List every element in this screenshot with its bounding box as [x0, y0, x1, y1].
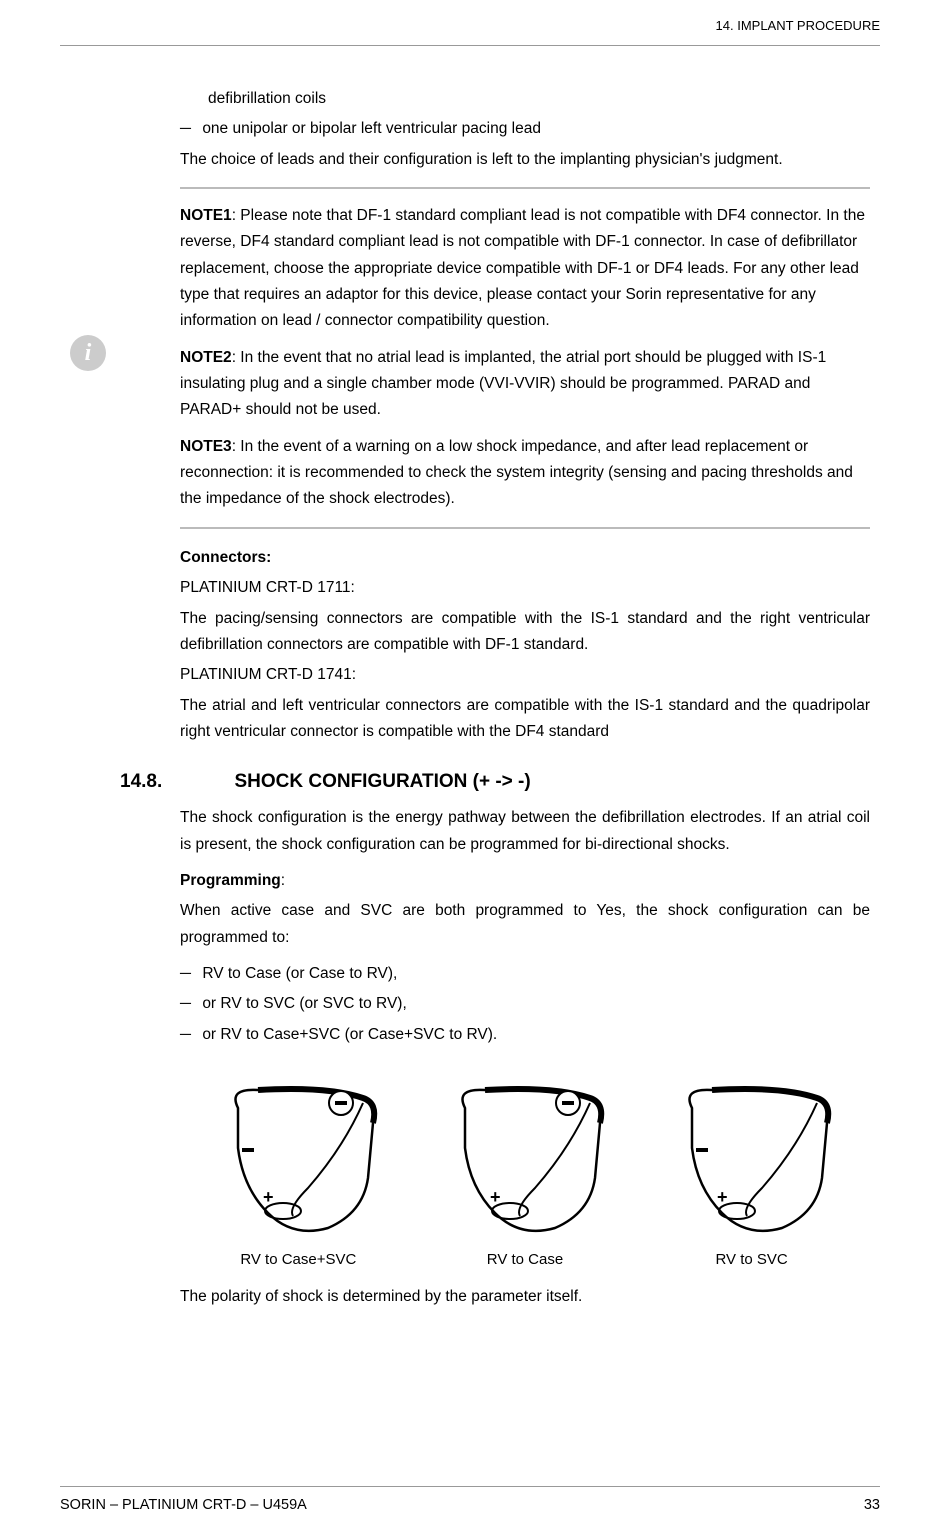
dash-icon: ─: [180, 961, 198, 987]
diagrams-row: + RV to Case+SVC + RV to Case: [180, 1078, 870, 1268]
polarity-text: The polarity of shock is determined by t…: [180, 1284, 870, 1310]
heart-diagram-icon: +: [435, 1078, 615, 1238]
bullet-lead: ─ one unipolar or bipolar left ventricul…: [180, 116, 870, 142]
chapter-label: 14. IMPLANT PROCEDURE: [716, 18, 880, 33]
shock-option-1: ─ RV to Case (or Case to RV),: [180, 961, 870, 987]
svg-text:+: +: [490, 1187, 501, 1207]
footer-left: SORIN – PLATINIUM CRT-D – U459A: [60, 1497, 307, 1513]
defib-continuation: defibrillation coils: [180, 86, 870, 112]
note3-label: NOTE3: [180, 438, 232, 455]
dash-icon: ─: [180, 1022, 198, 1048]
model-1711: PLATINIUM CRT-D 1711:: [180, 575, 870, 601]
dash-icon: ─: [180, 116, 198, 142]
note2: NOTE2: In the event that no atrial lead …: [180, 345, 870, 424]
diagram-caption-2: RV to Case: [425, 1251, 625, 1268]
diagram-caption-1: RV to Case+SVC: [198, 1251, 398, 1268]
info-icon: i: [70, 335, 106, 371]
diagram-rv-svc: + RV to SVC: [652, 1078, 852, 1268]
page-footer: SORIN – PLATINIUM CRT-D – U459A 33: [60, 1486, 880, 1513]
diagram-caption-3: RV to SVC: [652, 1251, 852, 1268]
diagram-rv-case: + RV to Case: [425, 1078, 625, 1268]
heart-diagram-icon: +: [662, 1078, 842, 1238]
page-number: 33: [864, 1497, 880, 1513]
model-1741-text: The atrial and left ventricular connecto…: [180, 693, 870, 746]
programming-text: When active case and SVC are both progra…: [180, 898, 870, 951]
section-heading: 14.8. SHOCK CONFIGURATION (+ -> -): [120, 771, 880, 793]
shock-option-3: ─ or RV to Case+SVC (or Case+SVC to RV).: [180, 1022, 870, 1048]
dash-icon: ─: [180, 991, 198, 1017]
diagram-rv-case-svc: + RV to Case+SVC: [198, 1078, 398, 1268]
shock-option-2: ─ or RV to SVC (or SVC to RV),: [180, 991, 870, 1017]
divider-top: [180, 187, 870, 189]
divider-bottom: [180, 527, 870, 529]
page-header: 14. IMPLANT PROCEDURE: [60, 0, 880, 46]
note1-label: NOTE1: [180, 207, 232, 224]
note1: NOTE1: Please note that DF-1 standard co…: [180, 203, 870, 335]
section-number: 14.8.: [120, 771, 230, 793]
connectors-heading: Connectors:: [180, 545, 870, 571]
note2-label: NOTE2: [180, 349, 232, 366]
shock-intro: The shock configuration is the energy pa…: [180, 805, 870, 858]
model-1741: PLATINIUM CRT-D 1741:: [180, 662, 870, 688]
section-title: SHOCK CONFIGURATION (+ -> -): [234, 771, 530, 793]
model-1711-text: The pacing/sensing connectors are compat…: [180, 606, 870, 659]
heart-diagram-icon: +: [208, 1078, 388, 1238]
choice-paragraph: The choice of leads and their configurat…: [180, 147, 870, 173]
svg-text:+: +: [717, 1187, 728, 1207]
svg-text:+: +: [263, 1187, 274, 1207]
note3: NOTE3: In the event of a warning on a lo…: [180, 434, 870, 513]
programming-label: Programming:: [180, 868, 870, 894]
